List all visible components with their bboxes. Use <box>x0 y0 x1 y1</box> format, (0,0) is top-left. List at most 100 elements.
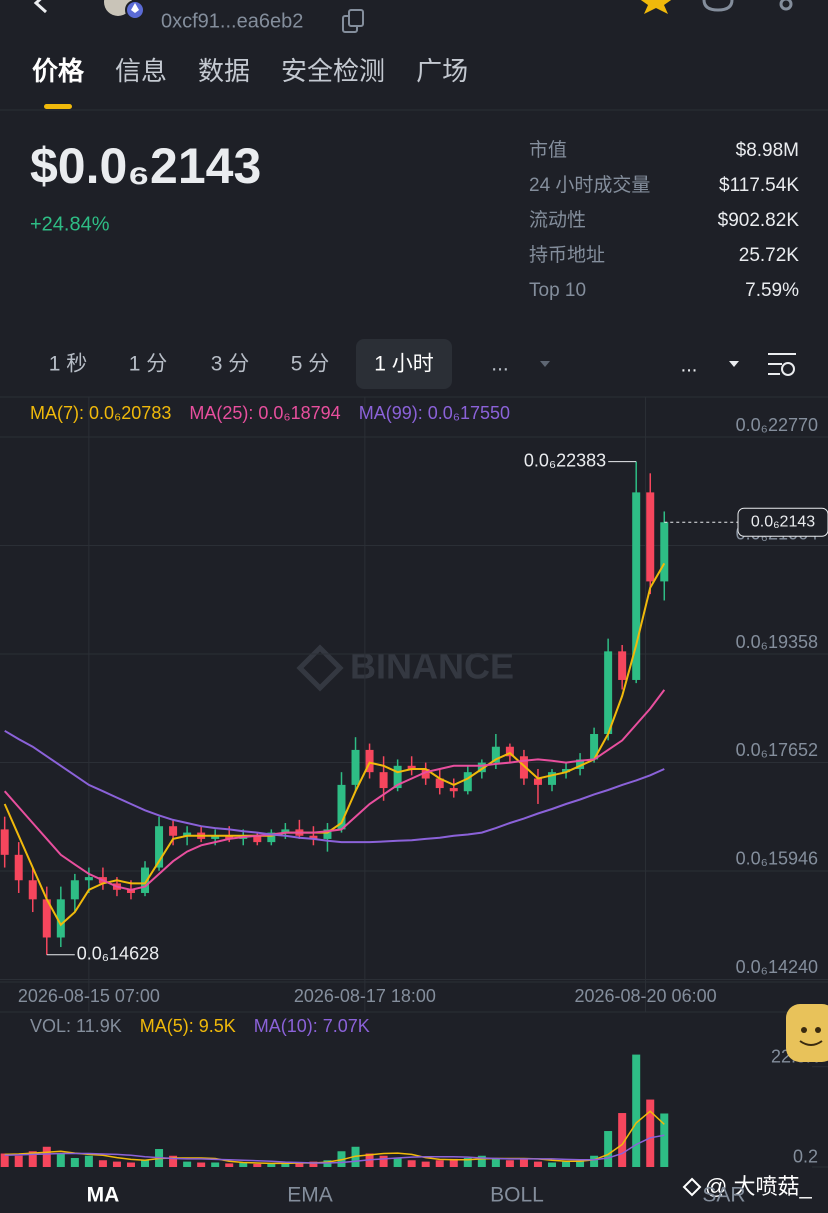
stat-value: 25.72K <box>739 245 800 266</box>
indicator-tab[interactable]: BOLL <box>490 1184 544 1207</box>
share-icon[interactable] <box>779 0 793 11</box>
volume-bar <box>0 1153 9 1167</box>
tab[interactable]: 数据 <box>198 56 250 86</box>
volume-bar <box>98 1160 107 1167</box>
tab[interactable]: 价格 <box>32 56 85 86</box>
token-icon <box>104 0 132 16</box>
more-menu[interactable]: ... <box>681 354 698 376</box>
volume-bar <box>477 1155 486 1167</box>
interval[interactable]: 5 分 <box>291 353 330 376</box>
candle-body <box>42 899 51 938</box>
volume-bar <box>604 1131 613 1167</box>
price-change: +24.84% <box>30 213 110 235</box>
volume-bar <box>42 1146 51 1167</box>
volume-bar <box>267 1163 276 1167</box>
volume-tick-label: 0.2 <box>793 1147 818 1167</box>
stat-label: Top 10 <box>529 280 586 301</box>
volume-bar <box>126 1162 135 1167</box>
stat-value: 7.59% <box>745 280 799 301</box>
candle-body <box>28 880 37 900</box>
favorite-icon[interactable] <box>638 0 674 14</box>
candle-body <box>365 749 374 773</box>
volume-bar <box>533 1161 542 1167</box>
stat-label: 持币地址 <box>529 244 605 266</box>
plot: 2026-08-15 07:00 2026-08-17 18:00 2026-08-… <box>0 397 828 1168</box>
stat-value: $8.98M <box>736 140 799 161</box>
annotation-label: 0.0₆14628 <box>77 944 159 964</box>
emoji-mouth <box>799 1040 823 1046</box>
volume-bar <box>141 1160 150 1167</box>
candle-body <box>379 772 388 789</box>
logo-mark <box>296 644 344 692</box>
candle-body <box>351 749 360 785</box>
volume-bar <box>28 1151 37 1167</box>
candle-body <box>548 772 556 785</box>
volume-bar <box>449 1158 458 1167</box>
copy-icon[interactable] <box>342 9 364 33</box>
stat-label: 市值 <box>529 139 567 161</box>
candle-body <box>70 880 79 900</box>
candle-body <box>0 829 9 855</box>
alert-icon[interactable] <box>702 0 734 12</box>
candle-body <box>477 762 486 773</box>
stat-value: $902.82K <box>718 210 800 231</box>
interval[interactable]: ... <box>491 353 509 376</box>
copy-front <box>348 9 364 27</box>
interval[interactable]: 3 分 <box>211 353 250 376</box>
volume-bar <box>197 1162 206 1167</box>
volume-bar <box>463 1158 472 1167</box>
dropdown-arrow[interactable] <box>729 361 739 367</box>
stat-value: $117.54K <box>719 175 799 196</box>
candle-body <box>519 756 528 779</box>
tab[interactable]: 信息 <box>115 56 167 86</box>
candle-body <box>463 772 472 792</box>
volume-bar <box>407 1160 416 1167</box>
candle-body <box>84 877 93 881</box>
volume-bar <box>112 1161 121 1167</box>
legend-entry: MA(7): 0.0₆20783 <box>30 403 171 423</box>
volume-bar <box>183 1161 192 1167</box>
emoji-badge[interactable] <box>786 1004 828 1062</box>
interval[interactable]: 1 分 <box>129 353 168 376</box>
candle-body <box>449 788 458 792</box>
volume-bar <box>562 1161 571 1167</box>
candle-body <box>590 734 599 760</box>
volume-bar <box>56 1153 65 1167</box>
indicator-tab[interactable]: MA <box>87 1184 120 1207</box>
tab-underline <box>44 104 72 109</box>
candle-body <box>323 829 332 839</box>
emoji-eye <box>801 1027 807 1033</box>
interval[interactable]: 1 秒 <box>49 353 88 376</box>
stat-label: 24 小时成交量 <box>529 174 650 196</box>
volume-bar <box>646 1099 655 1167</box>
back-icon[interactable] <box>33 0 48 14</box>
interval-active-bg <box>356 339 452 389</box>
volume-bar <box>14 1155 23 1167</box>
dropdown-arrow[interactable] <box>540 361 550 367</box>
emoji-eye <box>815 1027 821 1033</box>
icon-gear <box>781 362 795 376</box>
indicator-tab[interactable]: SAR <box>702 1184 745 1207</box>
interval[interactable]: 1 小时 <box>374 353 434 376</box>
volume-legend: MA(10): 7.07K <box>254 1016 370 1036</box>
tab[interactable]: 安全检测 <box>281 56 385 86</box>
volume-bar <box>253 1163 262 1167</box>
volume-bar <box>309 1161 318 1167</box>
legend-entry: MA(25): 0.0₆18794 <box>189 403 340 423</box>
ma-line <box>3 562 666 927</box>
chart-settings-icon[interactable] <box>768 353 796 376</box>
ma-line <box>4 729 665 844</box>
stat-label: 流动性 <box>529 209 586 231</box>
indicator-tab[interactable]: EMA <box>287 1184 333 1207</box>
y-tick-label: 0.0₆19358 <box>736 632 818 652</box>
volume-bar <box>632 1054 641 1167</box>
candle-body <box>126 889 135 893</box>
candle-body <box>337 784 346 830</box>
volume-bar <box>393 1158 402 1167</box>
volume-bar <box>519 1158 528 1167</box>
tab[interactable]: 广场 <box>416 56 468 86</box>
candle-body <box>155 826 164 868</box>
